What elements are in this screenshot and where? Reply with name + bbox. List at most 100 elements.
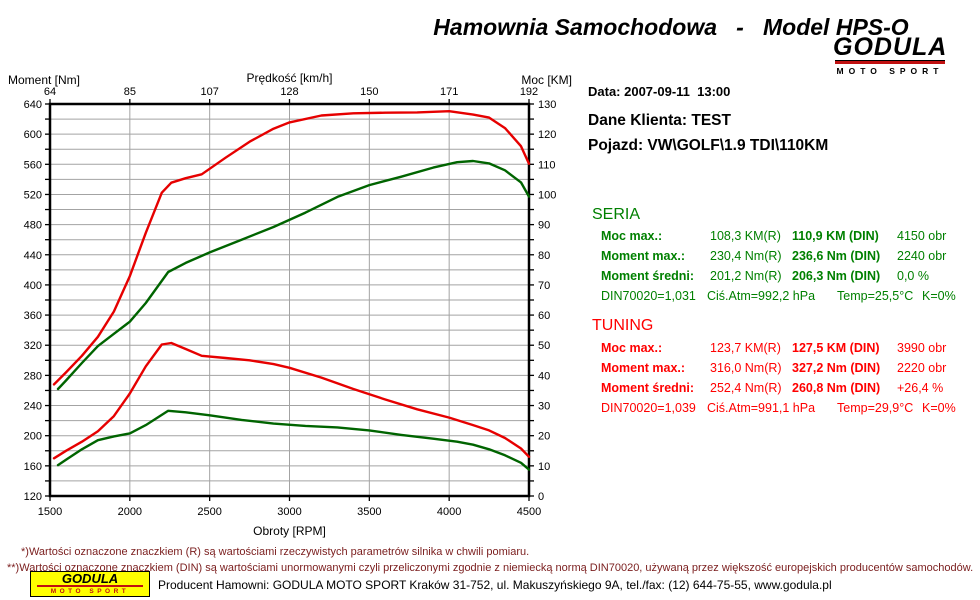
axis-tick-label: 120	[538, 129, 556, 141]
series-tuning-torque	[52, 341, 531, 460]
table-row: Moc max.: 123,7 KM(R) 127,5 KM (DIN) 399…	[0, 341, 980, 359]
table-row: Moment max.: 230,4 Nm(R) 236,6 Nm (DIN) …	[0, 249, 980, 267]
k-factor: K=0%	[922, 289, 956, 303]
x-axis-title: Obroty [RPM]	[253, 524, 326, 538]
axis-tick-label: 3000	[277, 506, 301, 518]
axis-tick-label: 360	[24, 310, 42, 322]
axis-tick-label: 40	[538, 370, 550, 382]
axis-tick-label: 400	[24, 280, 42, 292]
din-factor: DIN70020=1,039	[601, 401, 696, 415]
axis-tick-label: 80	[538, 250, 550, 262]
dyno-chart: 120 160 200 240 280 320 360 400 440 480 520 560 600 6…	[0, 70, 580, 545]
godula-logo: GODULA MOTO SPORT	[833, 33, 948, 76]
axis-tick-label: 1500	[38, 506, 62, 518]
value-r: 123,7 KM(R)	[710, 341, 781, 355]
axis-tick-label: 600	[24, 129, 42, 141]
axis-tick-label: 200	[24, 431, 42, 443]
footnote-din: **)Wartości oznaczone znaczkiem (DIN) są…	[7, 562, 974, 574]
axis-tick-label: 0	[538, 491, 544, 503]
table-row: Moc max.: 108,3 KM(R) 110,9 KM (DIN) 415…	[0, 229, 980, 247]
axis-tick-label: 320	[24, 340, 42, 352]
row-label: Moc max.:	[601, 229, 663, 243]
k-factor: K=0%	[922, 401, 956, 415]
value-extra: 2220 obr	[897, 361, 947, 375]
axis-tick-label: 128	[280, 86, 298, 98]
y-right-axis-title: Moc [KM]	[521, 73, 572, 87]
value-din: 206,3 Nm (DIN)	[792, 269, 881, 283]
client-name: Dane Klienta: TEST	[588, 112, 731, 129]
axis-tick-label: 2500	[197, 506, 221, 518]
godula-logo-subtext: MOTO SPORT	[50, 588, 130, 596]
axis-tick-label: 85	[124, 86, 136, 98]
table-row: Moment średni: 201,2 Nm(R) 206,3 Nm (DIN…	[0, 269, 980, 287]
value-din: 127,5 KM (DIN)	[792, 341, 880, 355]
axis-tick-label: 171	[440, 86, 458, 98]
axis-tick-label: 560	[24, 159, 42, 171]
value-r: 316,0 Nm(R)	[710, 361, 782, 375]
axis-tick-label: 192	[520, 86, 538, 98]
axis-tick-label: 150	[360, 86, 378, 98]
vehicle-name: Pojazd: VW\GOLF\1.9 TDI\110KM	[588, 137, 829, 154]
value-extra: 3990 obr	[897, 341, 947, 355]
axis-tick-label: 110	[538, 159, 556, 171]
axis-tick-label: 60	[538, 310, 550, 322]
axis-tick-label: 90	[538, 220, 550, 232]
value-extra: +26,4 %	[897, 381, 944, 395]
series-tuning-power	[52, 110, 531, 386]
axis-tick-label: 4500	[517, 506, 541, 518]
axis-tick-label: 4000	[437, 506, 461, 518]
axis-tick-label: 70	[538, 280, 550, 292]
axis-tick-label: 2000	[118, 506, 142, 518]
value-din: 260,8 Nm (DIN)	[792, 381, 881, 395]
axis-tick-label: 130	[538, 99, 556, 111]
godula-logo-rule	[37, 585, 143, 588]
row-label: Moment max.:	[601, 249, 686, 263]
producer-info: Producent Hamowni: GODULA MOTO SPORT Kra…	[158, 578, 832, 592]
axis-tick-label: 160	[24, 461, 42, 473]
godula-logo-rule	[835, 59, 945, 64]
table-row-environment: DIN70020=1,039 Ciś.Atm=991,1 hPa Temp=29…	[0, 401, 980, 419]
y-left-axis-title: Moment [Nm]	[8, 73, 80, 87]
axis-tick-label: 480	[24, 220, 42, 232]
table-row: Moment max.: 316,0 Nm(R) 327,2 Nm (DIN) …	[0, 361, 980, 379]
value-din: 236,6 Nm (DIN)	[792, 249, 881, 263]
temperature: Temp=25,5°C	[837, 289, 914, 303]
din-factor: DIN70020=1,031	[601, 289, 696, 303]
value-extra: 0,0 %	[897, 269, 929, 283]
axis-tick-label: 100	[538, 189, 556, 201]
axis-tick-label: 240	[24, 401, 42, 413]
footnote-r: *)Wartości oznaczone znaczkiem (R) są wa…	[21, 546, 530, 558]
dyno-chart-svg: 1201602002402803203604004404805205606006…	[8, 71, 572, 538]
table-row: Moment średni: 252,4 Nm(R) 260,8 Nm (DIN…	[0, 381, 980, 399]
value-r: 108,3 KM(R)	[710, 229, 781, 243]
measurement-date: Data: 2007-09-11 13:00	[588, 84, 731, 99]
series-seria-power	[56, 159, 531, 391]
value-din: 110,9 KM (DIN)	[792, 229, 879, 243]
axis-tick-label: 10	[538, 461, 550, 473]
axis-tick-label: 50	[538, 340, 550, 352]
atm-pressure: Ciś.Atm=992,2 hPa	[707, 289, 816, 303]
value-din: 327,2 Nm (DIN)	[792, 361, 881, 375]
axis-tick-label: 520	[24, 189, 42, 201]
axis-tick-label: 440	[24, 250, 42, 262]
axis-tick-label: 3500	[357, 506, 381, 518]
seria-heading: SERIA	[592, 206, 641, 223]
axis-tick-label: 107	[200, 86, 218, 98]
row-label: Moment max.:	[601, 361, 686, 375]
axis-tick-label: 280	[24, 370, 42, 382]
axis-tick-label: 30	[538, 401, 550, 413]
page-title: Hamownia Samochodowa - Model HPS-O	[433, 14, 909, 40]
row-label: Moc max.:	[601, 341, 663, 355]
value-r: 252,4 Nm(R)	[710, 381, 782, 395]
series-seria-torque	[56, 409, 531, 471]
godula-logo-footer: GODULA MOTO SPORT	[30, 571, 150, 597]
value-extra: 4150 obr	[897, 229, 947, 243]
axis-tick-label: 640	[24, 99, 42, 111]
top-axis-title: Prędkość [km/h]	[246, 71, 332, 85]
row-label: Moment średni:	[601, 269, 695, 283]
value-r: 230,4 Nm(R)	[710, 249, 782, 263]
gridlines	[50, 104, 529, 496]
godula-logo-text: GODULA	[61, 571, 119, 586]
axis-tick-label: 20	[538, 431, 550, 443]
godula-logo-text: GODULA	[833, 33, 948, 61]
